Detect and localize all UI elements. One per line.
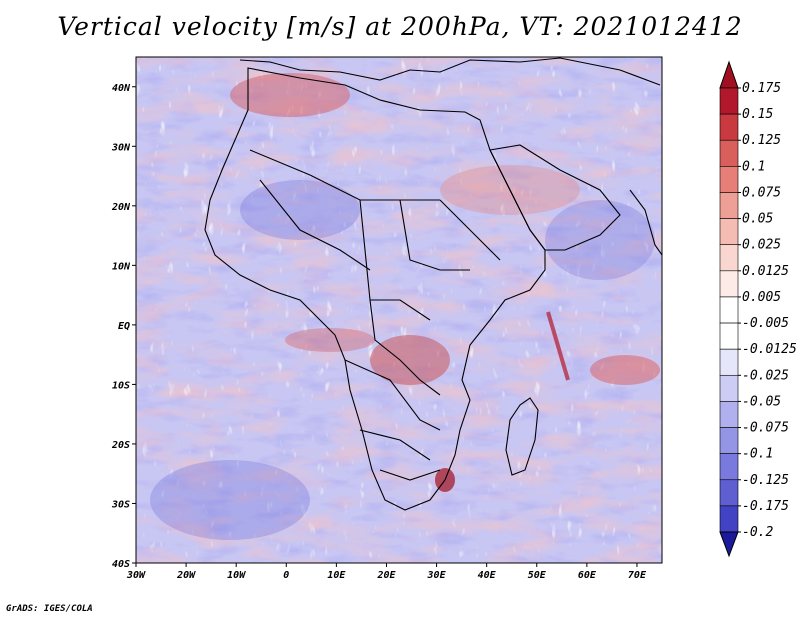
lat-label: 20N (111, 202, 131, 213)
red-band-north-africa (230, 73, 350, 117)
colorbar-label: 0.15 (742, 107, 773, 122)
red-streak-somali (546, 311, 570, 381)
lon-label: 20W (176, 570, 196, 581)
lon-label: 40E (478, 570, 497, 581)
colorbar-top-arrow (719, 60, 739, 89)
lon-label: 10E (327, 570, 346, 581)
red-band-indian-ocean (590, 355, 660, 385)
colorbar-swatch (719, 139, 739, 167)
blue-band-arabian-sea (545, 200, 655, 280)
colorbar-swatch (719, 401, 739, 428)
lat-label: 40N (112, 83, 131, 94)
colorbar-label: -0.175 (742, 499, 789, 514)
lat-label: 10S (112, 380, 130, 391)
colorbar-label: -0.005 (742, 316, 789, 331)
blue-band-sahara (240, 180, 360, 240)
colorbar-label: 0.125 (742, 133, 781, 148)
lon-label: 70E (628, 570, 647, 581)
colorbar-label: 0.175 (742, 81, 781, 96)
colorbar-label: 0.025 (742, 238, 781, 253)
colorbar-label: -0.2 (742, 525, 773, 540)
lat-label: EQ (118, 321, 130, 332)
colorbar-swatch (719, 479, 739, 507)
madagascar-coastline (505, 397, 539, 476)
colorbar-swatch (719, 322, 739, 350)
colorbar-swatch (719, 505, 739, 533)
border-lines-1 (249, 149, 501, 321)
africa-coastline (204, 67, 546, 511)
border-lines-2 (344, 299, 441, 481)
colorbar-swatch (719, 166, 739, 193)
lon-label: 20E (376, 570, 396, 581)
colorbar-swatch (719, 113, 739, 141)
colorbar-label: 0.05 (742, 212, 773, 227)
velocity-field (136, 57, 662, 563)
lon-label: 50E (528, 570, 547, 581)
colorbar-label: 0.075 (742, 185, 781, 200)
colorbar-swatch (719, 192, 739, 219)
footer-credit: GrADS: IGES/COLA (6, 604, 93, 614)
colorbar-label: -0.05 (742, 394, 781, 409)
lat-label: 30S (111, 499, 130, 510)
coastline-outlines (204, 57, 662, 511)
colorbar-label: -0.075 (742, 421, 789, 436)
colorbar-label: -0.0125 (742, 342, 797, 357)
plot-frame (135, 56, 663, 564)
colorbar-swatch (719, 244, 739, 272)
colorbar-swatch (719, 218, 739, 246)
latitude-axis: 40N 30N 20N 10N EQ 10S 20S 30S 40S (111, 83, 136, 570)
colorbar-label: 0.0125 (742, 264, 789, 279)
lon-label: 0 (283, 570, 289, 581)
lat-label: 40S (112, 559, 130, 570)
colorbar-swatch (719, 453, 739, 481)
colorbar: 0.175 0.15 0.125 0.1 0.075 0.05 0.025 0.0125 0.0… (719, 60, 797, 558)
colorbar-label: 0.1 (742, 159, 765, 174)
colorbar-swatch (719, 296, 739, 324)
red-band-congo (370, 335, 450, 385)
lat-label: 30N (111, 142, 131, 153)
colorbar-label: 0.005 (742, 290, 781, 305)
longitude-axis: 30W 20W 10W 0 10E 20E 30E 40E 50E 60E 70E (126, 563, 647, 581)
arabia-coastline (489, 144, 621, 251)
lon-label: 10W (227, 570, 246, 581)
colorbar-swatch (719, 348, 739, 376)
colorbar-swatch (719, 427, 739, 454)
colorbar-swatch (719, 374, 739, 402)
lon-label: 60E (578, 570, 597, 581)
blue-band-south-atlantic (150, 460, 310, 540)
colorbar-label: -0.125 (742, 473, 789, 488)
map-title: Vertical velocity [m/s] at 200hPa, VT: 2… (57, 12, 743, 41)
india-coastline (629, 189, 662, 256)
lon-label: 30E (427, 570, 447, 581)
red-band-gulf-guinea (285, 328, 375, 352)
colorbar-swatch (719, 87, 739, 115)
colorbar-label: -0.025 (742, 368, 789, 383)
colorbar-label: -0.1 (742, 447, 773, 462)
colorbar-bottom-arrow (719, 531, 739, 558)
europe-coastline (239, 57, 661, 86)
lon-label: 30W (126, 570, 146, 581)
lat-label: 20S (111, 440, 130, 451)
colorbar-swatch (719, 270, 739, 298)
lat-label: 10N (112, 261, 131, 272)
